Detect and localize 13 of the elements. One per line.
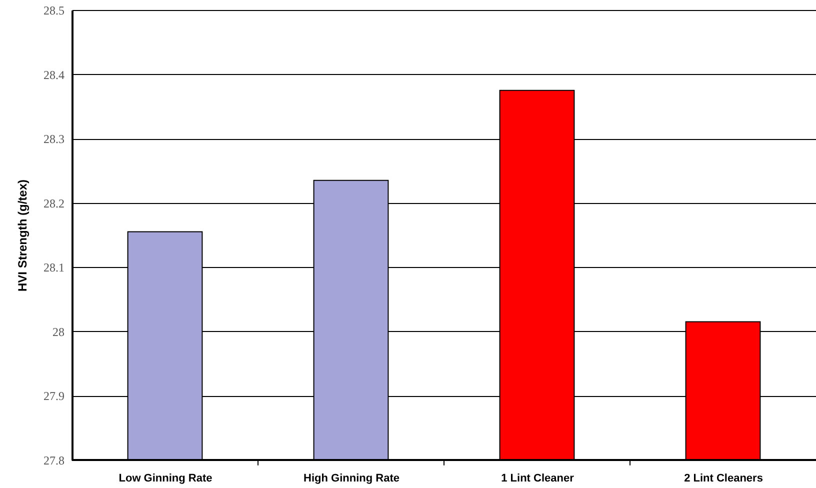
- y-tick-label: 28.3: [44, 132, 64, 146]
- y-tick-label: 28: [52, 324, 64, 339]
- x-tick-label: 2 Lint Cleaners: [684, 472, 763, 484]
- y-axis-title: HVI Strength (g/tex): [16, 179, 30, 292]
- x-tick-label: Low Ginning Rate: [118, 472, 212, 484]
- x-tick-label: 1 Lint Cleaner: [501, 472, 575, 484]
- y-tick-label: 28.1: [44, 260, 64, 275]
- y-tick-label: 28.2: [44, 196, 64, 210]
- y-tick-label: 28.4: [44, 68, 64, 82]
- y-tick-label: 27.9: [44, 389, 64, 404]
- y-tick-label: 28.5: [44, 4, 64, 18]
- x-tick-label: High Ginning Rate: [304, 472, 400, 484]
- y-tick-label: 27.8: [44, 454, 64, 468]
